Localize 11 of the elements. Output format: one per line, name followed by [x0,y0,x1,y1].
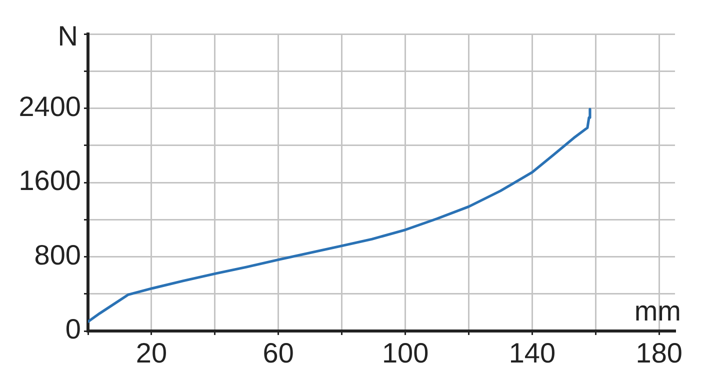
x-tick-label: 180 [636,338,682,369]
x-axis-title: mm [634,296,681,327]
y-tick-label: 2400 [18,90,81,122]
x-tick-label: 60 [262,338,294,369]
y-tick-label: 800 [34,239,81,270]
x-tick-label: 20 [136,338,168,369]
y-tick-label: 1600 [18,165,81,196]
x-tick-label: 140 [508,338,556,369]
x-tick-label: 100 [382,338,429,369]
y-axis-title: N [58,20,78,52]
y-tick-label: 0 [65,314,81,345]
